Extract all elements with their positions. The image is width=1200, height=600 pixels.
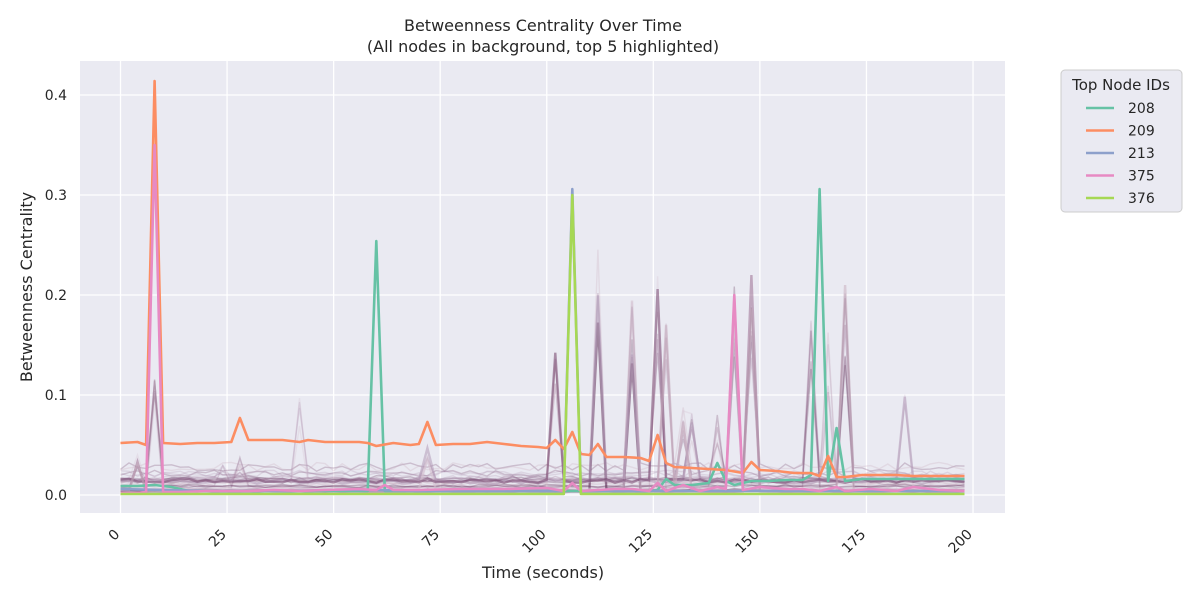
x-axis-label: Time (seconds) — [481, 563, 604, 582]
y-axis-ticks: 0.0 0.1 0.2 0.3 0.4 — [45, 88, 67, 504]
y-tick-label: 0.3 — [45, 188, 67, 204]
y-tick-label: 0.0 — [45, 488, 67, 504]
chart-subtitle: (All nodes in background, top 5 highligh… — [367, 37, 719, 56]
legend-label: 213 — [1128, 146, 1155, 162]
series-line-209 — [120, 79, 965, 479]
legend-item-213: 213 — [1086, 146, 1155, 162]
chart-title: Betweenness Centrality Over Time — [404, 16, 682, 35]
series-line-376 — [120, 193, 965, 496]
legend-item-375: 375 — [1086, 169, 1155, 185]
series-lines — [120, 79, 965, 496]
x-tick-label: 75 — [419, 527, 443, 551]
legend-item-209: 209 — [1086, 124, 1155, 140]
legend-title: Top Node IDs — [1071, 76, 1170, 94]
y-tick-label: 0.1 — [45, 388, 67, 404]
y-tick-label: 0.2 — [45, 288, 67, 304]
x-tick-label: 125 — [626, 527, 656, 557]
x-tick-label: 0 — [106, 527, 124, 545]
legend-label: 208 — [1128, 101, 1155, 117]
x-axis-ticks: 0 25 50 75 100 125 150 175 200 — [106, 527, 976, 557]
series-line-375 — [120, 143, 965, 495]
x-tick-label: 150 — [733, 527, 763, 557]
x-tick-label: 50 — [313, 527, 337, 551]
legend: Top Node IDs 208 209 213 375 376 — [1060, 69, 1183, 213]
legend-label: 375 — [1128, 169, 1155, 185]
legend-item-208: 208 — [1086, 101, 1155, 117]
x-tick-label: 25 — [206, 527, 230, 551]
x-tick-label: 100 — [519, 527, 549, 557]
y-axis-label: Betweenness Centrality — [17, 192, 36, 382]
x-tick-label: 200 — [946, 527, 976, 557]
x-tick-label: 175 — [839, 527, 869, 557]
y-tick-label: 0.4 — [45, 88, 67, 104]
legend-label: 376 — [1128, 191, 1155, 207]
legend-item-376: 376 — [1086, 191, 1155, 207]
legend-label: 209 — [1128, 124, 1155, 140]
